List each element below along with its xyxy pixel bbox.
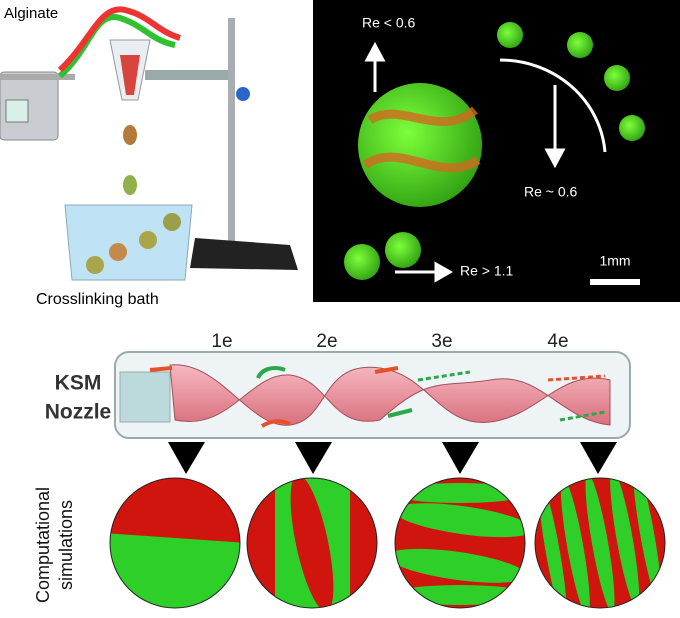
simulations-label: Computational [33, 487, 53, 603]
bead [109, 243, 127, 261]
syringe [0, 74, 75, 80]
regime-label: Re > 1.1 [460, 263, 514, 279]
nozzle-inlet [119, 371, 171, 423]
pointer [168, 442, 205, 474]
sim-region [610, 478, 640, 608]
clamp [145, 70, 235, 80]
element-label: 3e [431, 331, 452, 352]
flow-arrow [149, 366, 173, 372]
sim-region [538, 482, 567, 608]
simulation-2 [247, 478, 377, 608]
setup-illustration [0, 6, 298, 281]
stand-base [190, 238, 298, 270]
tube-green [57, 14, 176, 79]
sim-region [247, 478, 275, 608]
bead [139, 231, 157, 249]
syringe-pump [0, 71, 59, 141]
nozzle-mixer [120, 55, 140, 95]
bath-label: Crosslinking bath [36, 291, 159, 308]
element-label: 2e [316, 331, 337, 352]
bead [497, 22, 523, 48]
simulation-1 [110, 478, 240, 608]
bead [385, 232, 421, 268]
sim-region [350, 478, 377, 608]
sim-outline [394, 477, 526, 609]
sim-outline [246, 477, 378, 609]
arrowhead [544, 148, 566, 169]
bead [604, 65, 630, 91]
bead [344, 244, 380, 280]
nozzle-label: Nozzle [45, 401, 112, 424]
regime-label: Re ~ 0.6 [524, 184, 578, 200]
pointers [168, 442, 617, 474]
pointer [295, 442, 332, 474]
flow-arrows [149, 366, 606, 428]
bead [619, 115, 645, 141]
scale-bar [590, 279, 640, 285]
stand-rod [228, 18, 235, 250]
sim-region [633, 478, 662, 604]
sim-outline [534, 477, 666, 609]
sim-outline [109, 477, 241, 609]
clamp-knob [236, 87, 250, 101]
arrowhead [364, 41, 386, 62]
simulations-label: simulations [56, 500, 76, 590]
flow-arrow [260, 419, 291, 428]
pump-screen [5, 99, 29, 123]
flow-arrow [387, 408, 413, 418]
flow-arrow [417, 370, 471, 382]
scale-label: 1mm [599, 253, 630, 269]
bead-stripe [362, 106, 481, 173]
sim-region [395, 503, 525, 538]
large-bead [358, 83, 482, 207]
droplet [123, 175, 137, 195]
bead [86, 256, 104, 274]
simulation-4 [535, 478, 665, 608]
element-label: 1e [211, 331, 232, 352]
sim-region [290, 478, 334, 608]
sim-region [395, 585, 525, 605]
nozzle-label: KSM [55, 372, 102, 395]
tube-red [57, 6, 181, 73]
arc [499, 58, 607, 153]
sim-region [585, 478, 615, 608]
flow-arrow [374, 366, 399, 374]
bead [163, 213, 181, 231]
sim-outlines [109, 477, 666, 609]
pointer [442, 442, 479, 474]
droplet [123, 125, 137, 145]
bead [567, 32, 593, 58]
flow-arrow [547, 374, 606, 382]
arrows [364, 41, 566, 283]
pointer [580, 442, 617, 474]
sim-region [395, 548, 525, 583]
helix [169, 364, 611, 426]
arrowhead [434, 261, 454, 283]
alginate-label: Alginate [4, 5, 58, 22]
simulation-3 [395, 478, 525, 608]
flow-arrow [256, 366, 286, 379]
element-label: 4e [547, 331, 568, 352]
regime-label: Re < 0.6 [362, 15, 416, 31]
small-beads [344, 22, 645, 280]
sim-region [560, 478, 590, 608]
